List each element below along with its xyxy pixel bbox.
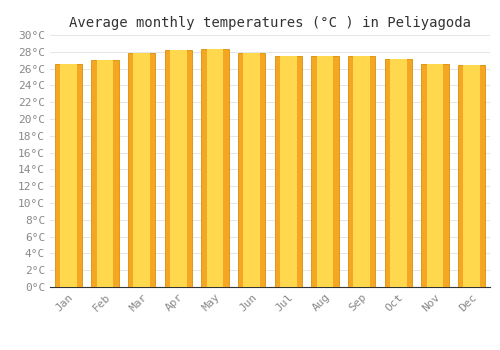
Bar	[384, 58, 412, 287]
Bar	[128, 54, 156, 287]
Bar	[134, 54, 150, 287]
Bar	[390, 58, 406, 287]
Bar	[238, 54, 266, 287]
Title: Average monthly temperatures (°C ) in Peliyagoda: Average monthly temperatures (°C ) in Pe…	[69, 16, 471, 30]
Bar	[458, 65, 485, 287]
Bar	[274, 56, 302, 287]
Bar	[60, 64, 76, 287]
Bar	[317, 56, 333, 287]
Bar	[464, 65, 480, 287]
Bar	[170, 50, 186, 287]
Bar	[91, 60, 119, 287]
Bar	[244, 54, 260, 287]
Bar	[201, 49, 229, 287]
Bar	[280, 56, 296, 287]
Bar	[164, 50, 192, 287]
Bar	[348, 56, 376, 287]
Bar	[426, 64, 443, 287]
Bar	[207, 49, 223, 287]
Bar	[421, 64, 448, 287]
Bar	[97, 60, 113, 287]
Bar	[354, 56, 370, 287]
Bar	[54, 64, 82, 287]
Bar	[311, 56, 339, 287]
